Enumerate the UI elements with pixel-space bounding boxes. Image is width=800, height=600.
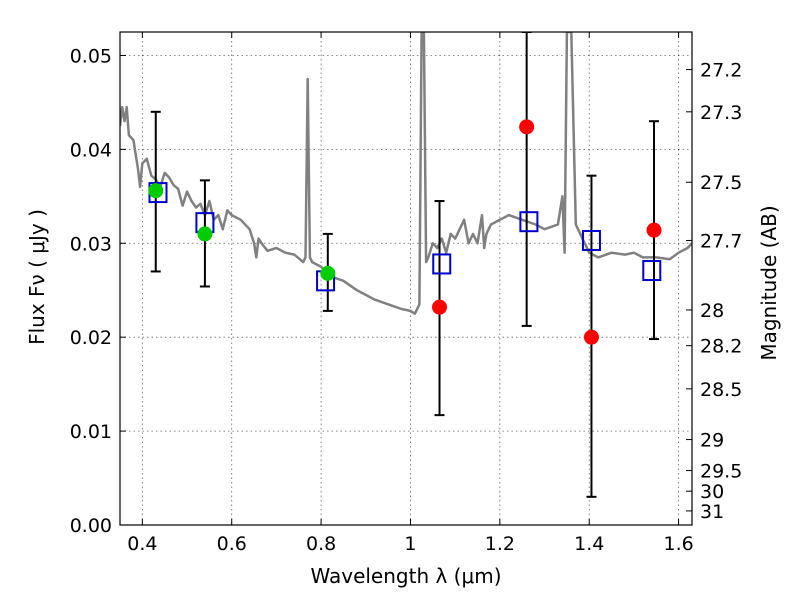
axes-frame	[119, 31, 693, 526]
x-tick-label: 0.6	[217, 533, 247, 555]
observed-point-marker	[320, 265, 336, 281]
right-tick-label: 28.5	[700, 379, 742, 401]
right-tick-label: 27.7	[700, 230, 742, 252]
observed-point-marker	[197, 226, 213, 242]
observed-point-marker	[519, 119, 535, 135]
model-square-marker	[581, 229, 601, 251]
plot-frame	[119, 31, 693, 526]
observed-point-marker	[583, 329, 599, 345]
right-tick-label: 28.2	[700, 336, 742, 358]
right-tick-label: 29	[700, 430, 724, 452]
x-tick-label: 0.4	[127, 533, 157, 555]
right-tick-label: 27.2	[700, 60, 742, 82]
right-tick-label: 27.5	[700, 172, 742, 194]
right-tick-label: 27.3	[700, 102, 742, 124]
y-tick-label: 0.02	[70, 327, 112, 349]
x-tick-label: 1.6	[663, 533, 693, 555]
observed-point-marker	[432, 299, 448, 315]
right-tick-label: 28	[700, 300, 724, 322]
y-tick-label: 0.05	[70, 45, 112, 67]
observed-point-marker	[646, 222, 662, 238]
x-tick-label: 1.2	[485, 533, 515, 555]
right-tick-label: 29.5	[700, 461, 742, 483]
x-tick-label: 1.4	[574, 533, 604, 555]
model-square-marker	[432, 253, 452, 275]
right-tick-label: 31	[700, 501, 724, 523]
grid-lines	[120, 32, 692, 526]
y-tick-label: 0.01	[70, 421, 112, 443]
tick-labels: 0.4 0.6 0.8 1 1.2 1.4 1.6 0.00 0.01 0.02 0.03 0.04 0…	[70, 45, 743, 555]
x-axis-label: Wavelength λ (μm)	[310, 564, 501, 588]
model-square-marker	[642, 260, 662, 282]
right-tick-label: 30	[700, 481, 724, 503]
plot-area	[120, 32, 692, 498]
model-square-marker	[519, 211, 539, 233]
x-tick-label: 0.8	[306, 533, 336, 555]
y-axis-label: Flux Fν ( μJy )	[25, 209, 49, 345]
right-axis-label: Magnitude (AB)	[757, 205, 781, 360]
x-tick-label: 1	[404, 533, 416, 555]
template-spectrum-line	[120, 32, 692, 315]
y-tick-label: 0.00	[70, 515, 112, 537]
y-tick-label: 0.04	[70, 139, 112, 161]
observed-point-marker	[148, 183, 164, 199]
y-tick-label: 0.03	[70, 233, 112, 255]
